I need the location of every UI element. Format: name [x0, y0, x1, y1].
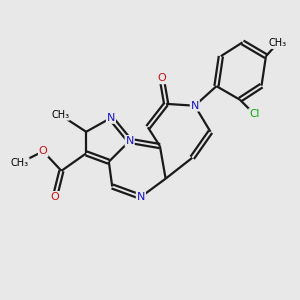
- Text: N: N: [107, 113, 115, 123]
- Text: O: O: [50, 192, 59, 202]
- Text: N: N: [137, 192, 145, 202]
- Text: CH₃: CH₃: [11, 158, 29, 168]
- Text: N: N: [125, 136, 134, 146]
- Text: O: O: [158, 73, 166, 83]
- Text: Cl: Cl: [249, 109, 260, 119]
- Text: N: N: [190, 101, 199, 111]
- Text: CH₃: CH₃: [268, 38, 287, 48]
- Text: O: O: [39, 146, 47, 156]
- Text: CH₃: CH₃: [51, 110, 69, 120]
